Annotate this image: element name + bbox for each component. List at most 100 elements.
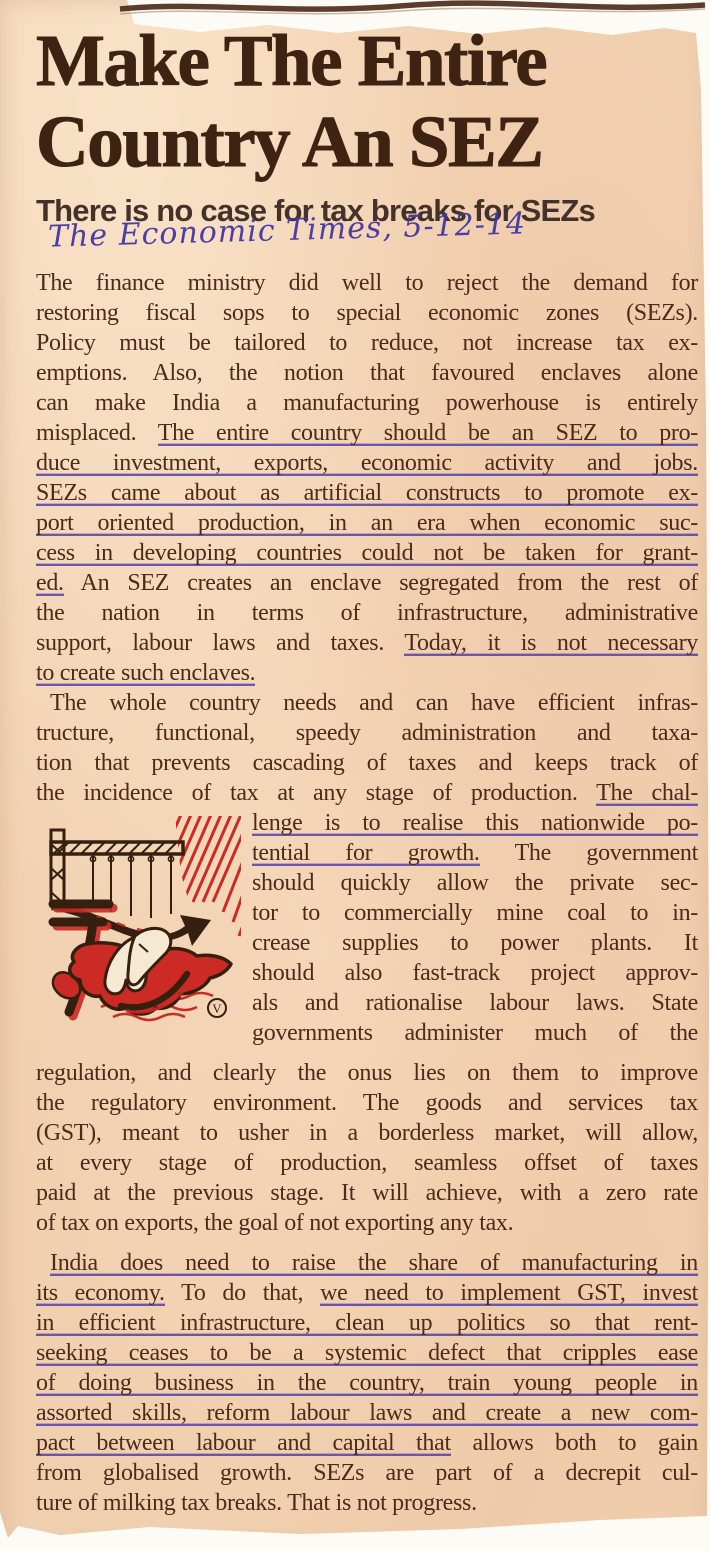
pen-underlined-text: pact between labour and capital that bbox=[36, 1430, 451, 1456]
body-text: (GST), meant to usher in a borderless ma… bbox=[36, 1120, 698, 1146]
body-text: should also fast-track project approv- bbox=[252, 960, 698, 986]
text-line: should quickly allow the private sec- bbox=[252, 868, 698, 898]
body-text: of tax on exports, the goal of not expor… bbox=[36, 1210, 514, 1236]
text-line: assorted skills, reform labour laws and … bbox=[36, 1398, 698, 1428]
crane-icon bbox=[49, 828, 185, 918]
text-line: regulation, and clearly the onus lies on… bbox=[36, 1058, 698, 1088]
artist-signature: V bbox=[207, 998, 227, 1018]
body-text: the regulatory environment. The goods an… bbox=[36, 1090, 698, 1116]
text-line: The finance ministry did well to reject … bbox=[36, 268, 698, 298]
pen-underlined-text: of doing business in the country, train … bbox=[36, 1370, 698, 1396]
pen-underlined-text: cess in developing countries could not b… bbox=[36, 540, 698, 566]
text-line: Policy must be tailored to reduce, not i… bbox=[36, 328, 698, 358]
text-line: its economy. To do that, we need to impl… bbox=[36, 1278, 698, 1308]
body-text: the nation in terms of infrastructure, a… bbox=[36, 600, 698, 626]
text-line: tential for growth. The government bbox=[252, 838, 698, 868]
body-text: paid at the previous stage. It will achi… bbox=[36, 1180, 698, 1206]
text-line: in efficient infrastructure, clean up po… bbox=[36, 1308, 698, 1338]
pen-underlined-text: we need to implement GST, invest bbox=[320, 1280, 698, 1306]
body-text: at every stage of production, seamless o… bbox=[36, 1150, 698, 1176]
text-line: of doing business in the country, train … bbox=[36, 1368, 698, 1398]
pen-underlined-text: to create such enclaves. bbox=[36, 660, 256, 686]
text-line: tructure, functional, speedy administrat… bbox=[36, 718, 698, 748]
body-text: should quickly allow the private sec- bbox=[252, 870, 698, 896]
text-line: seeking ceases to be a systemic defect t… bbox=[36, 1338, 698, 1368]
text-line: tor to commercially mine coal to in- bbox=[252, 898, 698, 928]
text-line: emptions. Also, the notion that favoured… bbox=[36, 358, 698, 388]
body-text: regulation, and clearly the onus lies on… bbox=[36, 1060, 698, 1086]
text-line: ture of milking tax breaks. That is not … bbox=[36, 1488, 698, 1518]
paragraph-2-top: The whole country needs and can have eff… bbox=[36, 688, 698, 808]
text-line: of tax on exports, the goal of not expor… bbox=[36, 1208, 698, 1238]
pen-underlined-text: assorted skills, reform labour laws and … bbox=[36, 1400, 698, 1426]
text-line: paid at the previous stage. It will achi… bbox=[36, 1178, 698, 1208]
text-line: the incidence of tax at any stage of pro… bbox=[36, 778, 698, 808]
body-text: The whole country needs and can have eff… bbox=[50, 690, 698, 716]
headline-line-1: Make The Entire bbox=[36, 20, 549, 102]
pen-underlined-text: in efficient infrastructure, clean up po… bbox=[36, 1310, 698, 1336]
body-text: tor to commercially mine coal to in- bbox=[252, 900, 698, 926]
body-text: The government bbox=[479, 840, 699, 866]
body-text: als and rationalise labour laws. State bbox=[252, 990, 698, 1016]
editorial-illustration: V bbox=[48, 816, 241, 1022]
pen-underlined-text: its economy. bbox=[36, 1280, 165, 1306]
pen-underlined-text: lenge is to realise this nationwide po- bbox=[252, 810, 698, 836]
paragraph-2-beside-art: lenge is to realise this nationwide po-t… bbox=[252, 808, 698, 1048]
pen-underlined-text: The chal- bbox=[596, 780, 699, 806]
body-text: crease supplies to power plants. It bbox=[252, 930, 698, 956]
text-line: from globalised growth. SEZs are part of… bbox=[36, 1458, 698, 1488]
text-line: misplaced. The entire country should be … bbox=[36, 418, 698, 448]
body-text: allows both to gain bbox=[450, 1430, 699, 1456]
text-line: The whole country needs and can have eff… bbox=[36, 688, 698, 718]
pen-underlined-text: duce investment, exports, economic activ… bbox=[36, 450, 698, 476]
pen-underlined-text: ed. bbox=[36, 570, 64, 596]
body-text: governments administer much of the bbox=[252, 1020, 698, 1046]
body-text: can make India a manufacturing powerhous… bbox=[36, 390, 698, 416]
adjacent-page-edge bbox=[119, 0, 706, 15]
text-line: duce investment, exports, economic activ… bbox=[36, 448, 698, 478]
text-line: should also fast-track project approv- bbox=[252, 958, 698, 988]
body-text: support, labour laws and taxes. bbox=[36, 630, 405, 656]
text-line: cess in developing countries could not b… bbox=[36, 538, 698, 568]
deck-headline: There is no case for tax breaks for SEZs bbox=[36, 193, 596, 228]
body-text: tion that prevents cascading of taxes an… bbox=[36, 750, 698, 776]
body-text: restoring fiscal sops to special economi… bbox=[36, 300, 698, 326]
pen-underlined-text: seeking ceases to be a systemic defect t… bbox=[36, 1340, 698, 1366]
text-line: als and rationalise labour laws. State bbox=[252, 988, 698, 1018]
text-line: ed. An SEZ creates an enclave segregated… bbox=[36, 568, 698, 598]
text-line: port oriented production, in an era when… bbox=[36, 508, 698, 538]
body-text: To do that, bbox=[164, 1280, 321, 1306]
text-line: crease supplies to power plants. It bbox=[252, 928, 698, 958]
body-text: tructure, functional, speedy administrat… bbox=[36, 720, 698, 746]
text-line: tion that prevents cascading of taxes an… bbox=[36, 748, 698, 778]
text-line: (GST), meant to usher in a borderless ma… bbox=[36, 1118, 698, 1148]
body-text: The finance ministry did well to reject … bbox=[36, 270, 698, 296]
text-line: support, labour laws and taxes. Today, i… bbox=[36, 628, 698, 658]
headline-line-2: Country An SEZ bbox=[36, 101, 545, 183]
pen-underlined-text: port oriented production, in an era when… bbox=[36, 510, 698, 536]
folded-hands-icon bbox=[103, 926, 173, 996]
text-line: the regulatory environment. The goods an… bbox=[36, 1088, 698, 1118]
text-line: pact between labour and capital that all… bbox=[36, 1428, 698, 1458]
body-text: An SEZ creates an enclave segregated fro… bbox=[63, 570, 699, 596]
paragraph-2-bottom: regulation, and clearly the onus lies on… bbox=[36, 1058, 698, 1238]
text-line: to create such enclaves. bbox=[36, 658, 698, 688]
text-line: governments administer much of the bbox=[252, 1018, 698, 1048]
body-text: ture of milking tax breaks. That is not … bbox=[36, 1490, 477, 1516]
svg-text:V: V bbox=[212, 1001, 222, 1016]
pen-underlined-text: Today, it is not necessary bbox=[404, 630, 698, 656]
body-text: misplaced. bbox=[36, 420, 158, 446]
body-text: emptions. Also, the notion that favoured… bbox=[36, 360, 698, 386]
pen-underlined-text: India does need to raise the share of ma… bbox=[50, 1250, 698, 1276]
text-line: lenge is to realise this nationwide po- bbox=[252, 808, 698, 838]
body-text: the incidence of tax at any stage of pro… bbox=[36, 780, 597, 806]
headline: Make The Entire Country An SEZ bbox=[36, 20, 686, 183]
text-line: at every stage of production, seamless o… bbox=[36, 1148, 698, 1178]
text-line: restoring fiscal sops to special economi… bbox=[36, 298, 698, 328]
text-line: the nation in terms of infrastructure, a… bbox=[36, 598, 698, 628]
body-text: Policy must be tailored to reduce, not i… bbox=[36, 330, 698, 356]
text-line: India does need to raise the share of ma… bbox=[36, 1248, 698, 1278]
pen-underlined-text: The entire country should be an SEZ to p… bbox=[157, 420, 699, 446]
